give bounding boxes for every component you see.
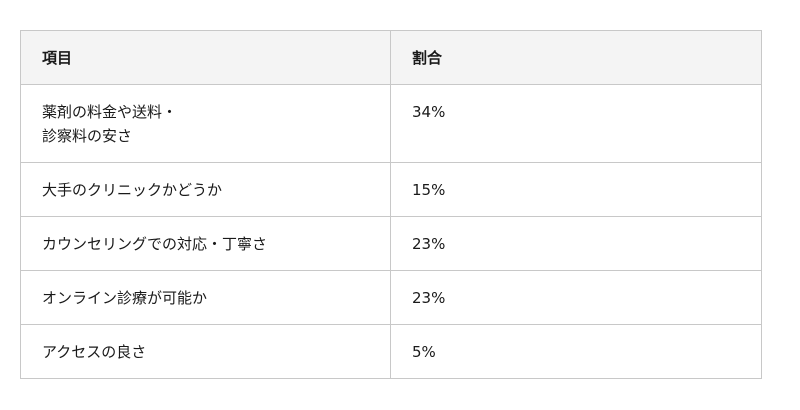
table-row: 薬剤の料金や送料・ 診察料の安さ 34% — [20, 84, 762, 163]
cell-share: 34% — [390, 84, 762, 163]
cell-share: 23% — [390, 216, 762, 271]
header-item: 項目 — [20, 30, 391, 85]
table-row: 大手のクリニックかどうか 15% — [20, 162, 762, 217]
table-row: カウンセリングでの対応・丁寧さ 23% — [20, 216, 762, 271]
cell-item: カウンセリングでの対応・丁寧さ — [20, 216, 391, 271]
cell-share: 15% — [390, 162, 762, 217]
table-row: アクセスの良さ 5% — [20, 324, 762, 379]
cell-share: 5% — [390, 324, 762, 379]
header-share: 割合 — [390, 30, 762, 85]
cell-item: 薬剤の料金や送料・ 診察料の安さ — [20, 84, 391, 163]
cell-item: 大手のクリニックかどうか — [20, 162, 391, 217]
header-row: 項目 割合 — [20, 30, 762, 85]
cell-item: アクセスの良さ — [20, 324, 391, 379]
data-table: 項目 割合 薬剤の料金や送料・ 診察料の安さ 34% 大手のクリニックかどうか … — [20, 30, 762, 379]
table-row: オンライン診療が可能か 23% — [20, 270, 762, 325]
cell-item: オンライン診療が可能か — [20, 270, 391, 325]
cell-share: 23% — [390, 270, 762, 325]
